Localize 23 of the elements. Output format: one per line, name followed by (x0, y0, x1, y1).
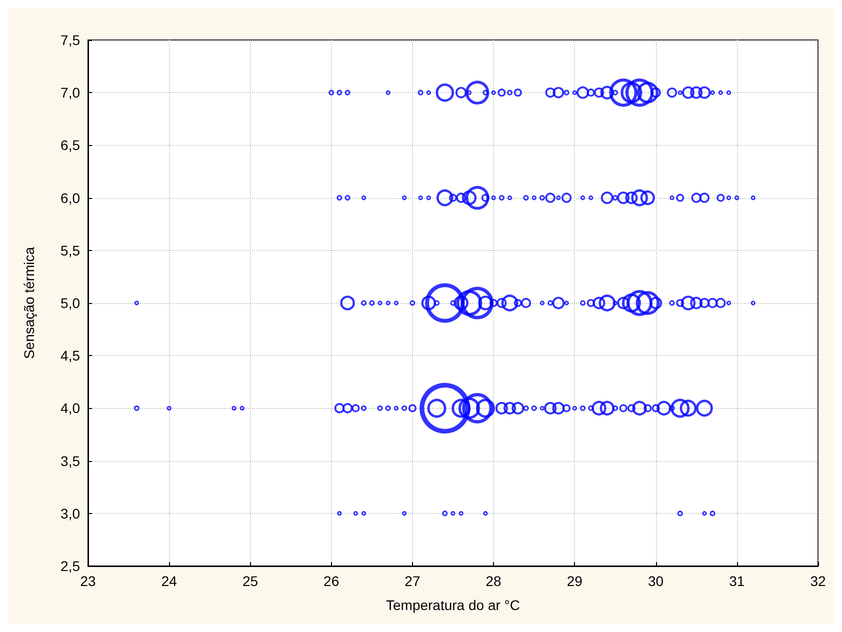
y-tick-label: 4,0 (60, 400, 80, 416)
y-axis-title: Sensação térmica (21, 246, 37, 360)
y-tick-label: 5,5 (60, 242, 80, 258)
y-tick-label: 6,0 (60, 190, 80, 206)
y-tick-label: 7,0 (60, 84, 80, 101)
x-tick-label: 24 (161, 573, 178, 589)
y-tick-label: 7,5 (60, 32, 80, 48)
y-tick-label: 2,5 (60, 558, 80, 574)
x-tick-label: 29 (566, 573, 583, 589)
y-tick-label: 5,0 (60, 295, 80, 311)
y-tick-label: 6,5 (60, 137, 80, 154)
x-tick-label: 28 (486, 573, 502, 589)
x-tick-label: 30 (648, 573, 664, 589)
y-tick-label: 3,0 (60, 505, 80, 522)
y-tick-label: 3,5 (60, 452, 80, 469)
x-axis-title: Temperatura do ar °C (386, 597, 520, 613)
x-tick-label: 23 (80, 573, 96, 589)
x-tick-label: 26 (324, 573, 340, 589)
x-tick-label: 31 (729, 573, 745, 589)
x-tick-label: 32 (810, 573, 826, 589)
x-tick-label: 27 (404, 573, 420, 589)
x-tick-label: 25 (242, 573, 258, 589)
y-tick-label: 4,5 (60, 348, 80, 364)
